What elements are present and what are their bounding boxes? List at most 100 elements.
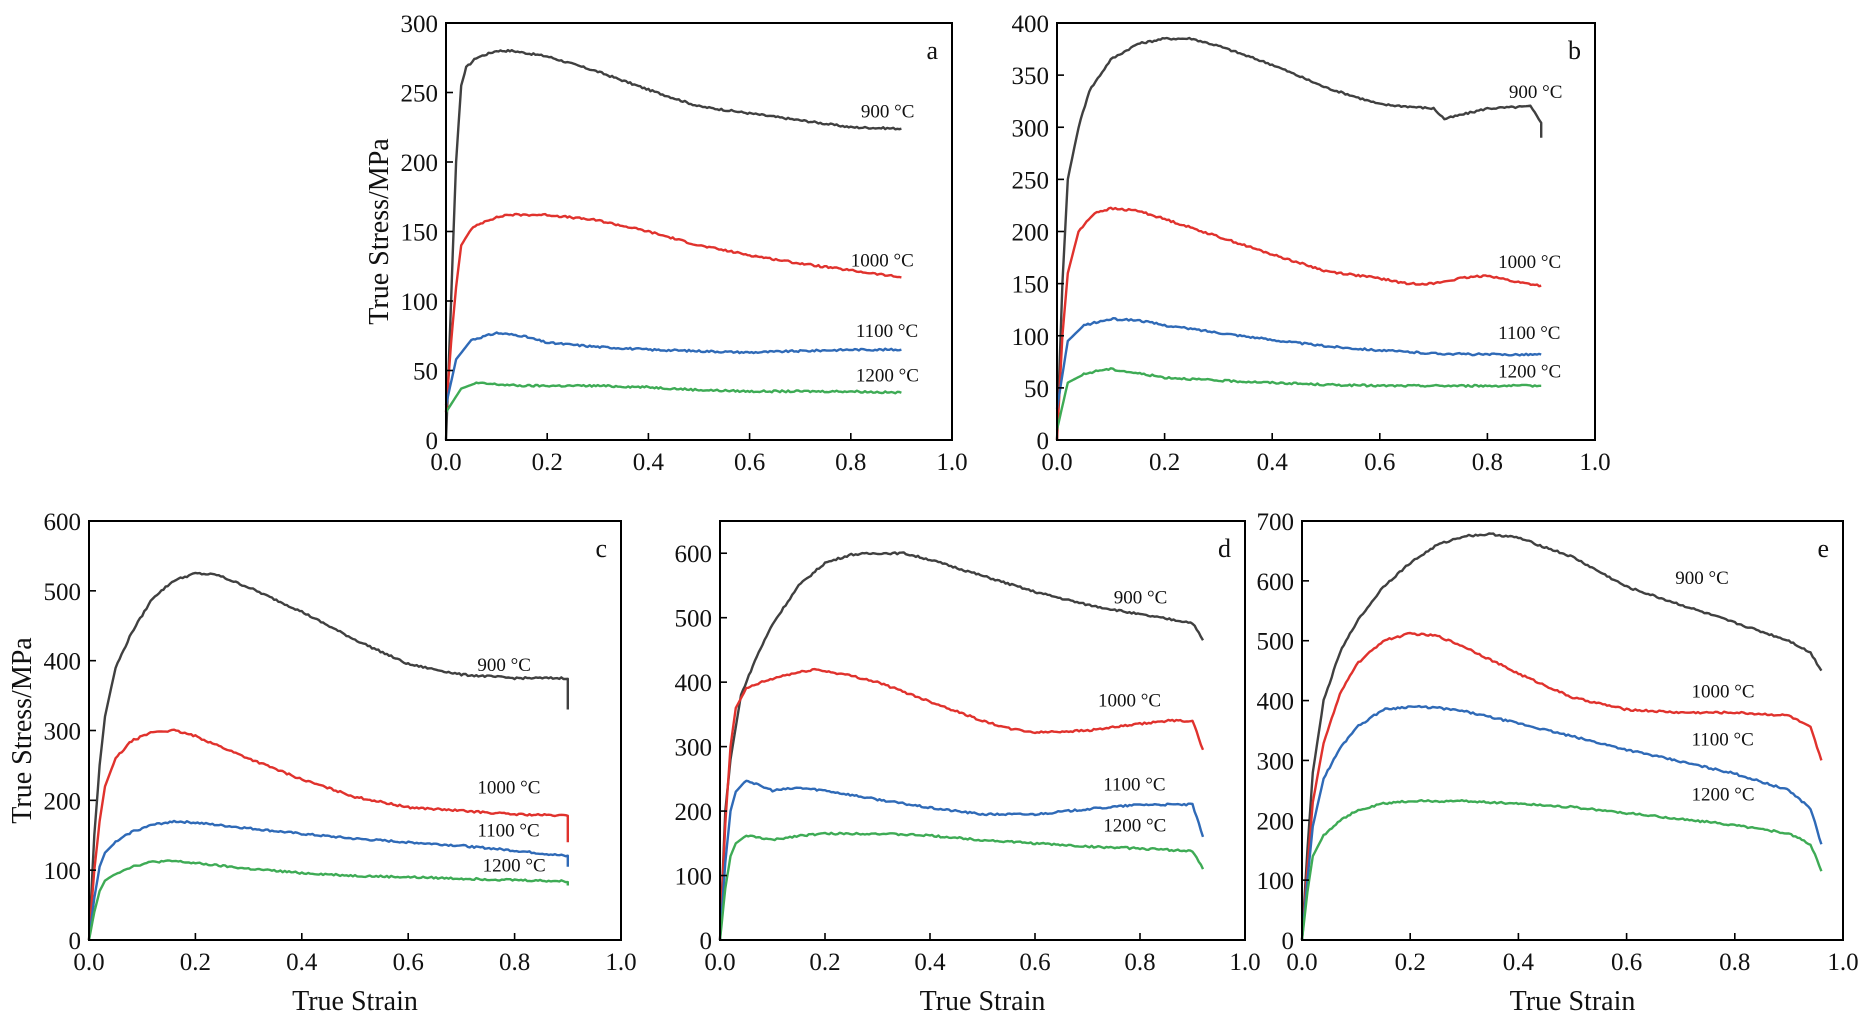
x-tick-label: 0.4: [1503, 949, 1535, 976]
series-label: 900 °C: [477, 655, 531, 676]
x-tick-label: 0.8: [1124, 949, 1155, 976]
y-tick-label: 100: [401, 289, 439, 316]
plot-frame: [1301, 520, 1844, 941]
x-tick-label: 0.6: [734, 449, 765, 476]
series-line: [1300, 631, 1823, 941]
y-tick-label: 0: [69, 928, 82, 955]
y-tick-label: 300: [1257, 748, 1295, 775]
y-tick-label: 300: [44, 719, 82, 746]
series-label: 1100 °C: [1103, 774, 1165, 795]
y-tick-label: 250: [1012, 167, 1050, 194]
series-line: [1055, 36, 1543, 441]
y-tick-label: 400: [1012, 11, 1050, 38]
y-tick-label: 350: [1012, 63, 1050, 90]
series-line: [87, 571, 569, 941]
y-tick-label: 400: [44, 649, 82, 676]
series-line: [444, 381, 902, 413]
x-axis-title: True Strain: [1510, 986, 1636, 1017]
x-tick-label: 1.0: [1229, 949, 1260, 976]
x-tick-label: 0.0: [1041, 449, 1072, 476]
x-tick-label: 0.8: [499, 949, 530, 976]
series-label: 1200 °C: [856, 366, 919, 387]
x-tick-label: 0.6: [1019, 949, 1050, 976]
series-label: 1100 °C: [1498, 323, 1560, 344]
series-line: [1300, 704, 1823, 941]
x-tick-label: 0.6: [1364, 449, 1395, 476]
y-tick-label: 300: [675, 735, 713, 762]
x-tick-label: 1.0: [936, 449, 967, 476]
y-tick-label: 700: [1257, 509, 1295, 536]
y-tick-label: 200: [44, 788, 82, 815]
panel-c: 900 °C 1000 °C 1100 °C 1200 °C 0.0 0.2 0.4 0.6 0…: [7, 509, 637, 1017]
x-tick-label: 0.2: [1149, 449, 1180, 476]
x-tick-label: 0.8: [1472, 449, 1503, 476]
x-tick-label: 0.4: [914, 949, 946, 976]
panel-letter: e: [1817, 534, 1829, 563]
x-axis-title: True Strain: [920, 986, 1046, 1017]
x-tick-label: 0.6: [393, 949, 424, 976]
y-axis-title: True Stress/MPa: [7, 637, 38, 824]
y-axis-title: True Stress/MPa: [364, 138, 395, 325]
panel-d: 900 °C 1000 °C 1100 °C 1200 °C 0.0 0.2 0.4 0.6 0…: [675, 520, 1261, 1017]
series-line: [1300, 532, 1823, 941]
series-line: [718, 831, 1205, 941]
y-tick-label: 400: [1257, 689, 1295, 716]
x-tick-label: 1.0: [1579, 449, 1610, 476]
y-tick-label: 200: [1012, 220, 1050, 247]
x-tick-label: 0.0: [430, 449, 461, 476]
y-tick-label: 250: [401, 81, 439, 108]
series-label: 900 °C: [861, 102, 915, 123]
y-tick-label: 600: [1257, 569, 1295, 596]
x-tick-label: 0.2: [809, 949, 840, 976]
series-line: [87, 859, 569, 941]
x-tick-label: 0.0: [1286, 949, 1317, 976]
y-tick-label: 500: [1257, 629, 1295, 656]
y-tick-label: 0: [700, 928, 713, 955]
series-line: [87, 819, 569, 941]
y-tick-label: 200: [1257, 808, 1295, 835]
y-tick-label: 300: [401, 11, 439, 38]
x-tick-label: 0.0: [73, 949, 104, 976]
series-label: 900 °C: [1509, 82, 1563, 103]
y-tick-label: 100: [1257, 868, 1295, 895]
y-tick-label: 300: [1012, 115, 1050, 142]
panel-e: 900 °C 1000 °C 1100 °C 1200 °C 0.0 0.2 0.4 0.6 0…: [1257, 509, 1859, 1017]
x-tick-label: 0.4: [633, 449, 665, 476]
panel-a: 900 °C 1000 °C 1100 °C 1200 °C 0.0 0.2 0.4 0.6 0…: [364, 11, 968, 476]
series-line: [1055, 367, 1542, 430]
series-label: 1200 °C: [1498, 361, 1561, 382]
series-label: 1200 °C: [1103, 816, 1166, 837]
series-line: [1055, 317, 1542, 409]
series-label: 1200 °C: [1692, 785, 1755, 806]
x-tick-label: 0.0: [704, 949, 735, 976]
series-label: 1000 °C: [1692, 682, 1755, 703]
y-tick-label: 200: [401, 150, 439, 177]
x-axis-title: True Strain: [292, 986, 418, 1017]
series-line: [1055, 206, 1542, 441]
y-tick-label: 50: [1024, 376, 1049, 403]
x-tick-label: 0.8: [1719, 949, 1750, 976]
y-tick-label: 600: [675, 541, 713, 568]
series-line: [444, 212, 902, 413]
y-tick-label: 400: [675, 670, 713, 697]
y-tick-label: 100: [44, 858, 82, 885]
x-tick-label: 0.2: [532, 449, 563, 476]
y-tick-label: 0: [1037, 428, 1050, 455]
x-tick-label: 0.4: [286, 949, 318, 976]
y-tick-label: 100: [675, 864, 713, 891]
series-label: 900 °C: [1114, 588, 1168, 609]
series-line: [87, 728, 569, 941]
series-label: 1100 °C: [1692, 729, 1754, 750]
panel-letter: d: [1218, 534, 1231, 563]
panel-letter: a: [926, 36, 938, 65]
x-tick-label: 0.2: [180, 949, 211, 976]
series-label: 1000 °C: [851, 250, 914, 271]
panel-letter: b: [1568, 36, 1581, 65]
y-tick-label: 50: [413, 359, 438, 386]
panel-letter: c: [595, 534, 607, 563]
series-label: 1000 °C: [1498, 252, 1561, 273]
series-label: 900 °C: [1675, 568, 1729, 589]
x-tick-label: 0.2: [1395, 949, 1426, 976]
y-tick-label: 500: [675, 606, 713, 633]
